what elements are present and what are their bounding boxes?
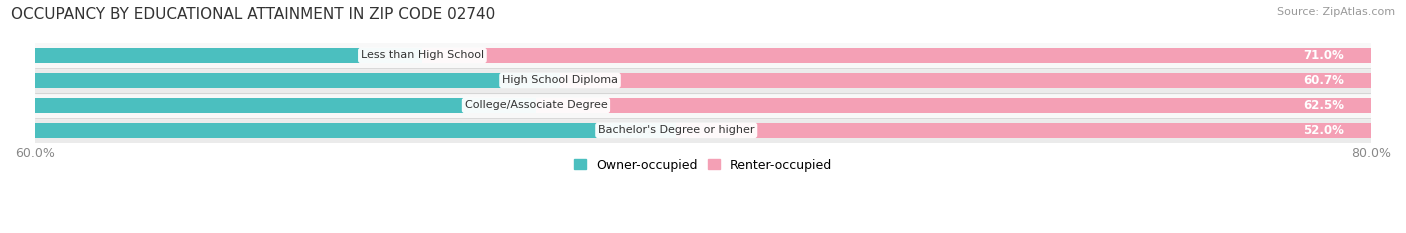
Bar [35,98,536,113]
Bar [422,48,1371,63]
Bar [560,73,1371,88]
Text: 52.0%: 52.0% [1303,124,1344,137]
Text: Less than High School: Less than High School [361,50,484,60]
Bar [35,68,1371,93]
Text: 37.5%: 37.5% [479,99,516,112]
Text: College/Associate Degree: College/Associate Degree [464,100,607,110]
Bar [35,118,1371,143]
Text: 71.0%: 71.0% [1303,49,1344,62]
Bar [35,48,422,63]
Bar [35,43,1371,68]
Text: High School Diploma: High School Diploma [502,75,619,86]
Bar [35,93,1371,118]
Text: Source: ZipAtlas.com: Source: ZipAtlas.com [1277,7,1395,17]
Bar [35,73,560,88]
Text: 48.0%: 48.0% [619,124,657,137]
Bar [676,123,1371,138]
Bar [35,123,676,138]
Text: 62.5%: 62.5% [1303,99,1344,112]
Legend: Owner-occupied, Renter-occupied: Owner-occupied, Renter-occupied [574,158,832,171]
Text: 29.0%: 29.0% [366,49,402,62]
Text: 60.7%: 60.7% [1303,74,1344,87]
Bar [536,98,1371,113]
Text: Bachelor's Degree or higher: Bachelor's Degree or higher [598,125,755,135]
Text: 39.3%: 39.3% [503,74,540,87]
Text: OCCUPANCY BY EDUCATIONAL ATTAINMENT IN ZIP CODE 02740: OCCUPANCY BY EDUCATIONAL ATTAINMENT IN Z… [11,7,495,22]
